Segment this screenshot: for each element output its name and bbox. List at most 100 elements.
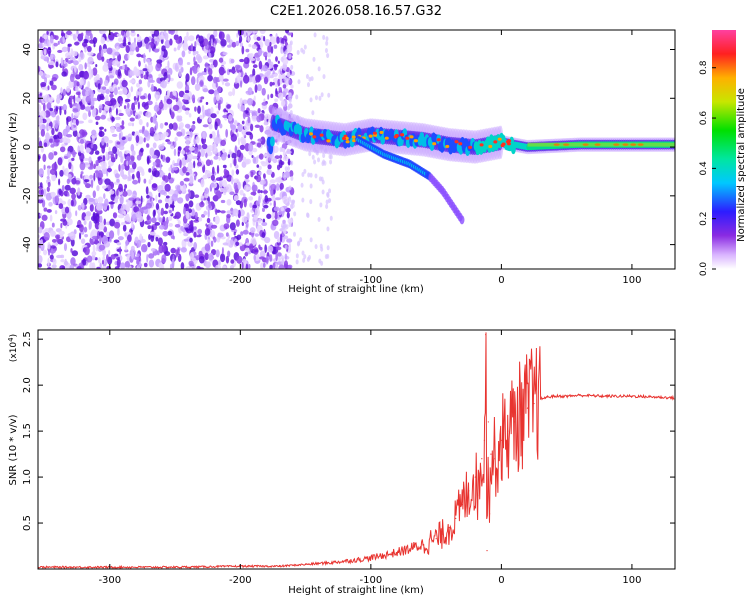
heatmap-cell <box>133 95 137 102</box>
heatmap-cell <box>319 202 323 208</box>
heatmap-cell <box>66 30 72 36</box>
heatmap-cell <box>185 137 190 147</box>
heatmap-cell <box>280 255 284 261</box>
heatmap-cell <box>263 98 266 103</box>
snr-scale-close: ) <box>9 334 19 338</box>
heatmap-cell <box>77 187 81 196</box>
heatmap-cell <box>285 224 289 230</box>
heatmap-cell <box>92 36 98 45</box>
heatmap-cell <box>62 88 67 97</box>
heatmap-cell <box>63 243 68 252</box>
heatmap-cell <box>45 117 51 124</box>
heatmap-cell <box>120 30 125 36</box>
heatmap-cell <box>267 44 272 54</box>
heatmap-cell <box>281 37 285 45</box>
heatmap-cell <box>130 86 134 93</box>
heatmap-cell <box>193 226 197 230</box>
heatmap-cell <box>264 237 271 244</box>
heatmap-cell <box>257 44 261 50</box>
heatmap-cell <box>168 167 172 172</box>
heatmap-cell <box>99 235 102 245</box>
heatmap-cell <box>175 249 179 258</box>
heatmap-cell <box>231 169 235 176</box>
heatmap-cell <box>98 107 102 114</box>
heatmap-cell <box>181 50 186 58</box>
heatmap-cell <box>92 190 97 199</box>
heatmap-cell <box>80 202 85 208</box>
heatmap-cell <box>97 94 102 102</box>
heatmap-cell <box>123 86 127 94</box>
heatmap-cell <box>224 82 231 87</box>
snr-data-point <box>422 543 424 545</box>
heatmap-cell <box>135 92 138 99</box>
heatmap-cell <box>527 142 675 147</box>
heatmap-cell <box>155 63 161 72</box>
heatmap-cell <box>136 239 142 248</box>
heatmap-cell <box>86 45 92 53</box>
heatmap-cell <box>108 146 111 153</box>
heatmap-cell <box>488 144 493 149</box>
heatmap-cell <box>237 157 242 163</box>
heatmap-cell <box>261 87 266 96</box>
heatmap-cell <box>70 59 74 63</box>
heatmap-cell <box>284 253 288 261</box>
heatmap-cell <box>47 248 51 256</box>
heatmap-cell <box>200 147 206 157</box>
heatmap-cell <box>247 116 251 124</box>
snr-scale-label: (x104) <box>7 334 19 362</box>
heatmap-cell <box>267 52 272 58</box>
heatmap-cell <box>273 200 276 208</box>
heatmap-cell <box>172 104 180 112</box>
snr-data-point <box>409 548 411 550</box>
heatmap-cell <box>107 185 111 191</box>
heatmap-cell <box>148 253 155 259</box>
heatmap-cell <box>208 117 212 123</box>
heatmap-cell <box>146 214 150 221</box>
heatmap-cell <box>72 149 76 158</box>
heatmap-cell <box>239 42 244 47</box>
heatmap-cell <box>204 187 210 194</box>
heatmap-cell <box>146 64 154 73</box>
heatmap-cell <box>66 218 73 226</box>
heatmap-cell <box>95 165 102 171</box>
heatmap-cell <box>176 131 183 137</box>
heatmap-cell <box>110 126 115 134</box>
snr-plot-area <box>38 330 675 569</box>
heatmap-cell <box>71 157 75 162</box>
heatmap-cell <box>328 198 332 204</box>
snr-data-point <box>304 563 307 566</box>
heatmap-cell <box>239 189 244 196</box>
heatmap-cell <box>116 178 120 183</box>
heatmap-cell <box>292 231 296 237</box>
heatmap-cell <box>238 39 242 44</box>
snr-data-point <box>566 395 568 397</box>
heatmap-cell <box>186 31 189 37</box>
snr-data-point <box>383 554 385 556</box>
heatmap-cell <box>326 245 330 251</box>
heatmap-cell <box>38 42 44 49</box>
heatmap-cell <box>208 252 214 261</box>
heatmap-cell <box>39 92 42 96</box>
heatmap-cell <box>199 80 204 87</box>
heatmap-cell <box>136 154 142 161</box>
heatmap-cell <box>300 182 304 188</box>
heatmap-cell <box>222 179 228 188</box>
heatmap-cell <box>124 232 127 237</box>
heatmap-cell <box>67 43 72 47</box>
heatmap-cell <box>216 110 220 115</box>
heatmap-cell <box>79 78 84 86</box>
heatmap-cell <box>122 60 125 64</box>
snr-data-point <box>526 407 529 409</box>
heatmap-cell <box>222 78 229 82</box>
heatmap-cell <box>156 250 160 256</box>
snr-data-point <box>553 395 555 397</box>
heatmap-cell <box>254 233 260 237</box>
heatmap-cell <box>307 172 311 178</box>
heatmap-cell <box>275 56 278 62</box>
heatmap-cell <box>141 206 148 210</box>
heatmap-cell <box>143 178 147 184</box>
snr-data-point <box>448 527 450 529</box>
heatmap-cell <box>108 201 115 205</box>
heatmap-cell <box>183 177 190 182</box>
heatmap-cell <box>97 196 104 204</box>
